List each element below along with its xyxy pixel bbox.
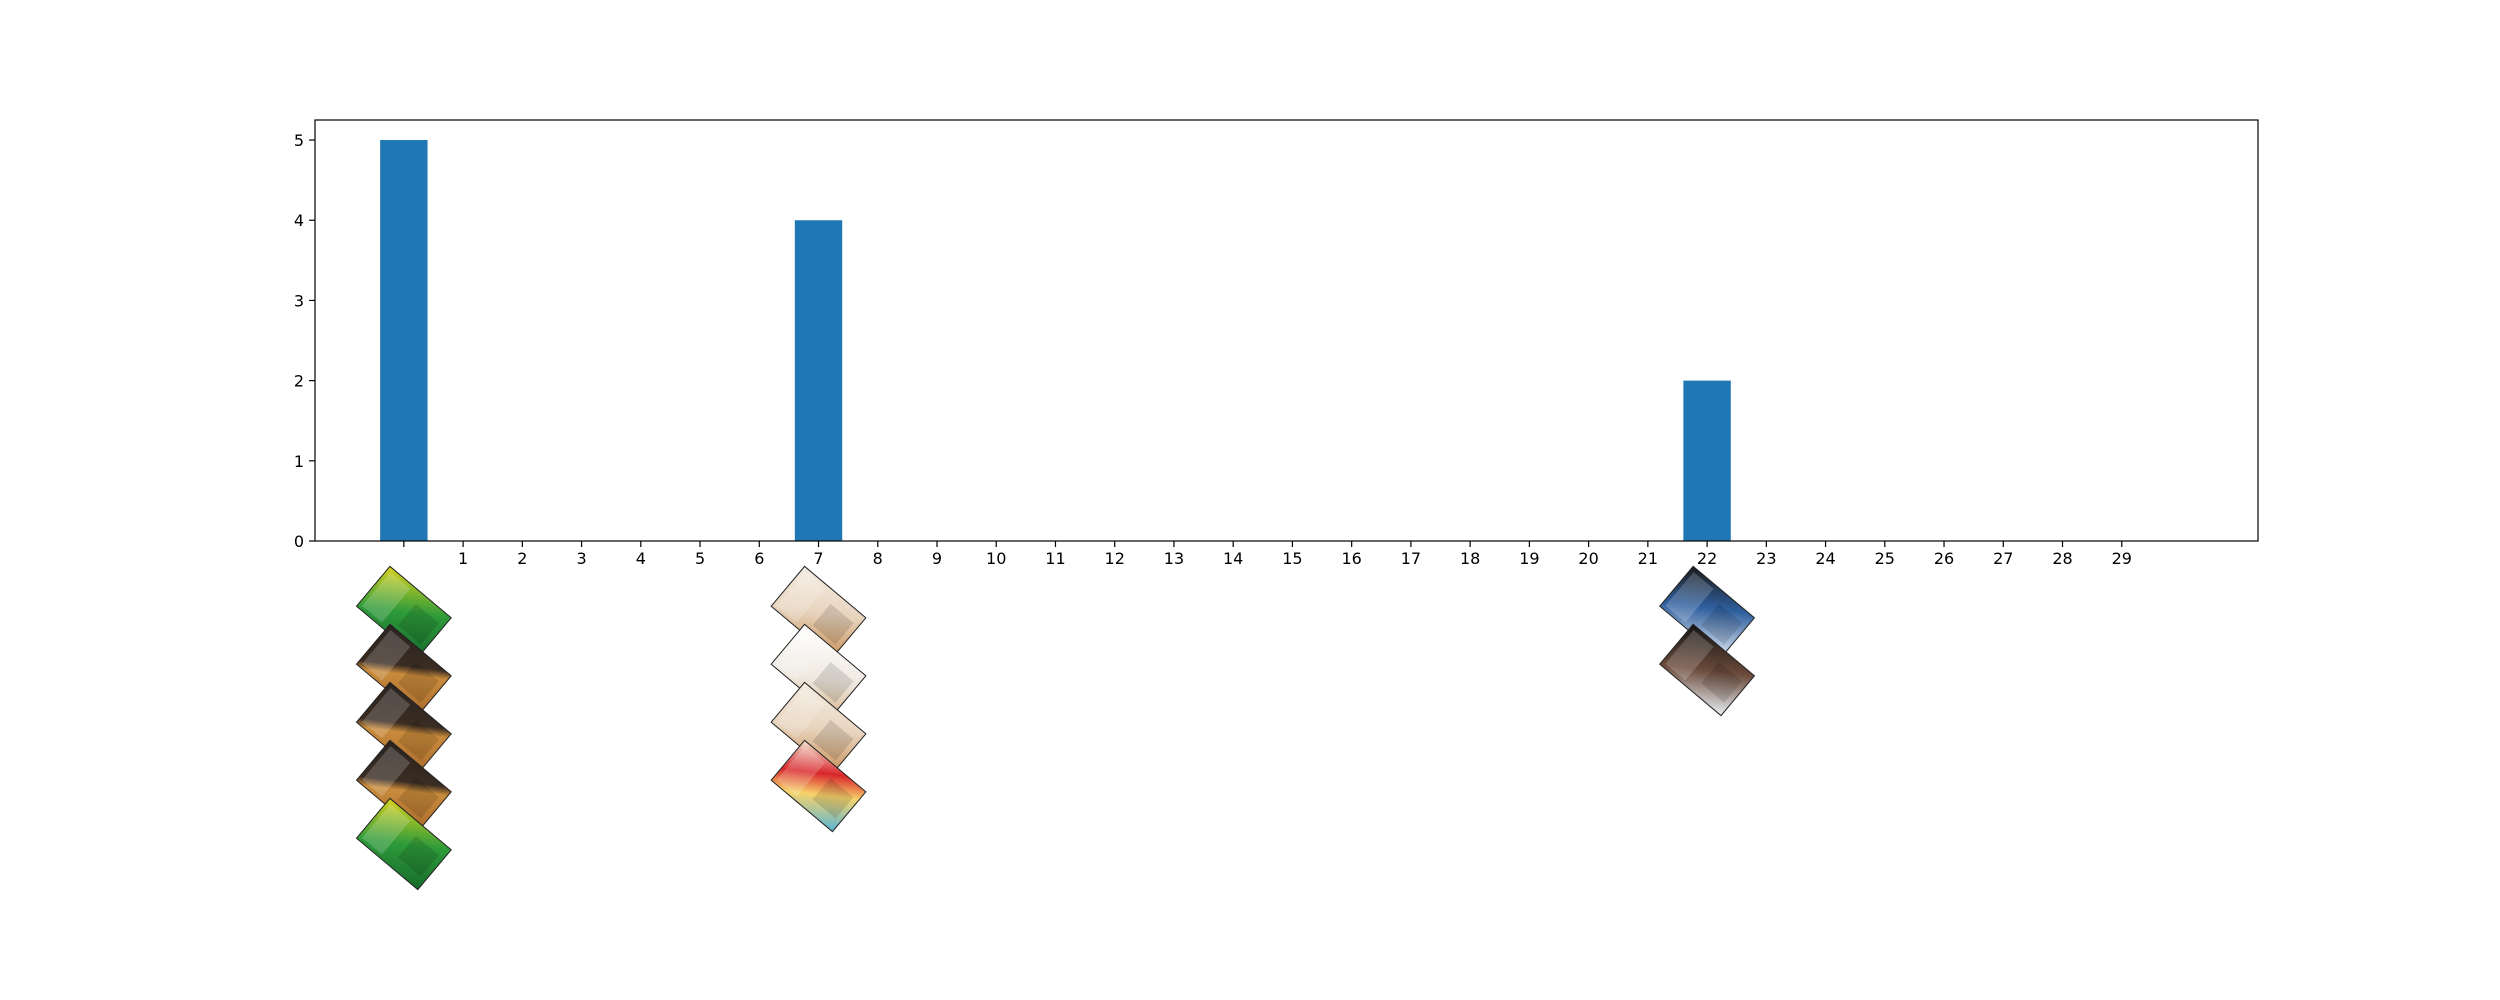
product-image-dark-cereal-box: [1659, 623, 1756, 717]
y-axis: 0 1 2 3 4 5: [294, 131, 315, 551]
x-tick-label-5: 5: [695, 549, 705, 568]
x-tick-label-12: 12: [1105, 549, 1125, 568]
x-tick-label-1: 1: [458, 549, 468, 568]
x-tick-label-3: 3: [576, 549, 586, 568]
bar-7: [794, 220, 843, 541]
y-tick-label-1: 1: [294, 452, 304, 471]
product-image-green-granola-bar-box: [355, 797, 452, 891]
plot-area: [315, 120, 2258, 541]
product-image-cream-oatmeal-box: [770, 681, 867, 775]
product-image-white-cereal-box: [770, 623, 867, 717]
x-tick-label-23: 23: [1756, 549, 1776, 568]
product-image-dark-blue-cereal-box: [1659, 565, 1756, 659]
plot-frame: [314, 119, 2259, 542]
x-axis: 1 2 3 4 5 6 7 8 9 10 11 12 13 14 15 16 17 18 19 20 21 22 23 24 2…: [403, 541, 2132, 568]
y-tick-label-5: 5: [294, 131, 304, 150]
product-image-dark-brown-granola-bar-box: [355, 623, 452, 717]
x-tick-label-24: 24: [1815, 549, 1835, 568]
y-tick-label-0: 0: [294, 532, 304, 551]
bar-22: [1683, 380, 1731, 541]
x-tick-label-13: 13: [1164, 549, 1184, 568]
y-tick-label-3: 3: [294, 291, 304, 310]
x-tick-label-19: 19: [1519, 549, 1539, 568]
x-tick-label-29: 29: [2112, 549, 2132, 568]
x-tick-label-6: 6: [754, 549, 764, 568]
x-tick-label-21: 21: [1638, 549, 1658, 568]
x-tick-label-10: 10: [986, 549, 1006, 568]
x-tick-label-18: 18: [1460, 549, 1480, 568]
x-tick-label-7: 7: [813, 549, 823, 568]
x-tick-label-9: 9: [932, 549, 942, 568]
x-tick-label-22: 22: [1697, 549, 1717, 568]
product-image-dark-brown-granola-bar-box: [355, 739, 452, 833]
x-tick-label-20: 20: [1578, 549, 1598, 568]
x-tick-label-8: 8: [873, 549, 883, 568]
bar-0: [380, 140, 428, 542]
x-tick-label-25: 25: [1875, 549, 1895, 568]
x-tick-label-16: 16: [1341, 549, 1361, 568]
x-tick-label-17: 17: [1401, 549, 1421, 568]
y-tick-label-4: 4: [294, 211, 304, 230]
x-tick-label-4: 4: [636, 549, 646, 568]
product-image-red-white-cereal-box: [770, 739, 867, 833]
product-image-dark-brown-granola-bar-box: [355, 681, 452, 775]
x-tick-label-15: 15: [1282, 549, 1302, 568]
product-image-cream-oatmeal-box: [770, 565, 867, 659]
x-tick-label-26: 26: [1934, 549, 1954, 568]
x-tick-label-27: 27: [1993, 549, 2013, 568]
y-tick-label-2: 2: [294, 372, 304, 391]
bars-group: [380, 140, 1731, 542]
x-tick-label-14: 14: [1223, 549, 1243, 568]
x-tick-label-28: 28: [2052, 549, 2072, 568]
x-tick-label-11: 11: [1045, 549, 1065, 568]
product-images-group: [355, 565, 1756, 891]
x-tick-label-2: 2: [517, 549, 527, 568]
